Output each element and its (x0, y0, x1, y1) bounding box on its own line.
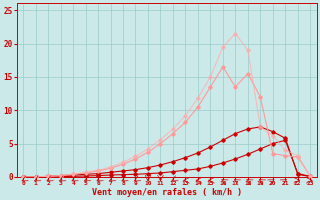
X-axis label: Vent moyen/en rafales ( km/h ): Vent moyen/en rafales ( km/h ) (92, 188, 242, 197)
